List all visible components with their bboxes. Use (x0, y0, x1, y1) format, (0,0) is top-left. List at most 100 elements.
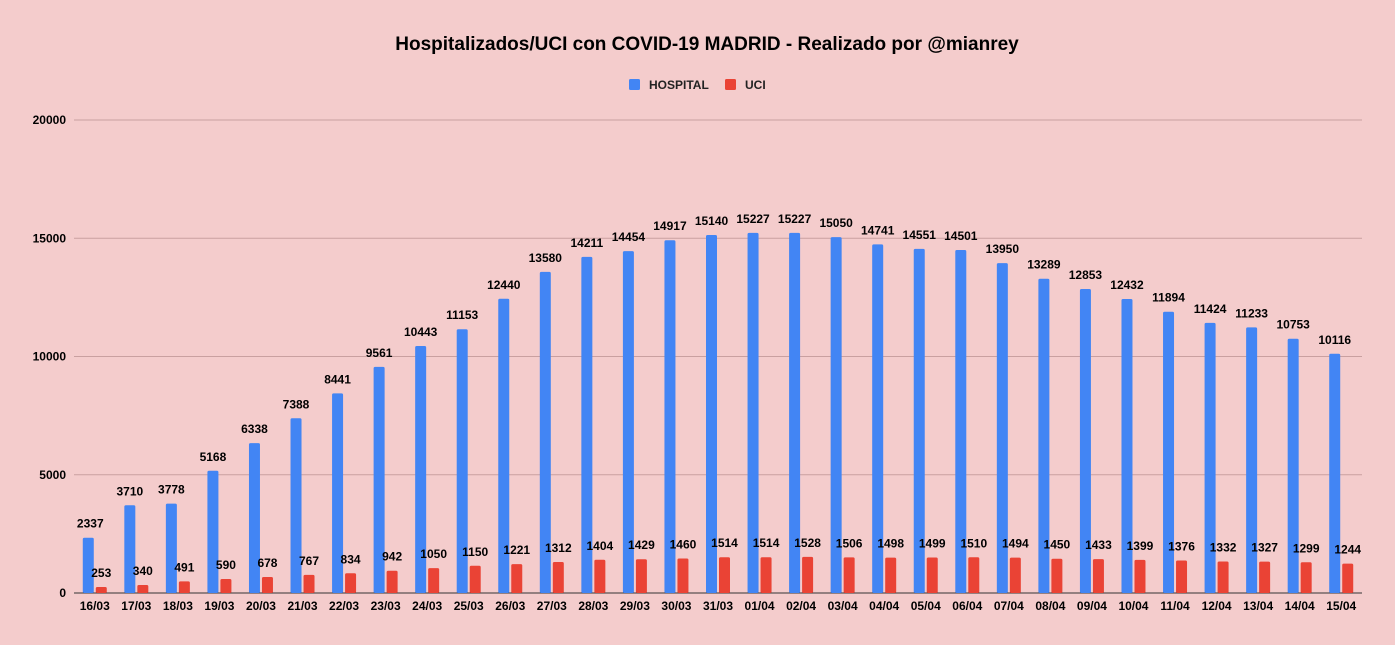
bar-hospital (913, 248, 925, 594)
bar-hospital (207, 470, 219, 593)
data-label-uci: 834 (341, 552, 361, 566)
bar-hospital (955, 250, 967, 594)
bar-uci (386, 570, 398, 593)
bar-uci (552, 561, 564, 593)
bar-uci (760, 557, 772, 593)
x-tick-label: 27/03 (537, 599, 567, 613)
data-labels: 2337 253 3710 340 3778 491 5168 590 6338 678 7388 7… (77, 212, 1361, 580)
chart-title: Hospitalizados/UCI con COVID-19 MADRID -… (395, 34, 1019, 55)
data-label-hospital: 11424 (1194, 302, 1227, 316)
x-tick-label: 28/03 (578, 599, 608, 613)
data-label-hospital: 14741 (861, 223, 895, 237)
data-label-uci: 1244 (1334, 543, 1361, 557)
data-label-hospital: 7388 (283, 397, 310, 411)
x-tick-label: 25/03 (454, 599, 484, 613)
y-tick-label: 0 (59, 586, 66, 600)
data-label-hospital: 11894 (1152, 291, 1185, 305)
data-label-hospital: 11233 (1235, 306, 1268, 320)
bar-hospital (1079, 289, 1091, 593)
bar-hospital (1246, 327, 1258, 593)
data-label-hospital: 15050 (819, 216, 853, 230)
x-tick-label: 05/04 (911, 599, 941, 613)
bar-uci (1134, 559, 1146, 593)
data-label-uci: 590 (216, 558, 236, 572)
bar-hospital (1038, 278, 1050, 593)
data-label-hospital: 14454 (612, 230, 646, 244)
bar-hospital (1204, 322, 1216, 593)
data-label-uci: 1327 (1251, 541, 1278, 555)
x-tick-label: 11/04 (1160, 599, 1190, 613)
legend-label-hospital: HOSPITAL (649, 78, 709, 92)
bar-hospital (82, 537, 94, 593)
legend: HOSPITAL UCI (629, 78, 766, 92)
bar-uci (677, 558, 689, 593)
bar-hospital (332, 393, 344, 593)
bar-uci (1300, 562, 1312, 593)
bar-uci (469, 565, 481, 593)
bar-uci (1051, 558, 1063, 593)
gridlines (74, 119, 1362, 594)
bar-uci (968, 557, 980, 593)
data-label-uci: 1429 (628, 538, 655, 552)
bar-hospital (830, 237, 842, 593)
x-tick-label: 07/04 (994, 599, 1024, 613)
bar-uci (1092, 559, 1104, 593)
x-tick-label: 29/03 (620, 599, 650, 613)
data-label-uci: 1514 (753, 536, 780, 550)
data-label-hospital: 3778 (158, 483, 185, 497)
bar-hospital (248, 443, 260, 593)
data-label-hospital: 14501 (944, 229, 978, 243)
x-tick-label: 17/03 (121, 599, 151, 613)
bar-uci (1259, 561, 1271, 593)
bar-uci (1342, 563, 1354, 593)
bar-hospital (415, 346, 427, 593)
x-tick-label: 30/03 (661, 599, 691, 613)
data-label-hospital: 2337 (77, 517, 104, 531)
bar-uci (95, 587, 107, 593)
x-tick-label: 12/04 (1202, 599, 1232, 613)
x-tick-label: 22/03 (329, 599, 359, 613)
data-label-hospital: 3710 (116, 484, 143, 498)
bar-hospital (706, 234, 717, 593)
data-label-hospital: 10753 (1276, 318, 1310, 332)
data-label-uci: 1514 (711, 536, 738, 550)
bar-uci (428, 568, 440, 593)
legend-label-uci: UCI (745, 78, 766, 92)
data-label-uci: 1460 (670, 537, 697, 551)
bar-hospital (456, 329, 468, 593)
x-tick-label: 13/04 (1243, 599, 1273, 613)
y-tick-label: 10000 (33, 350, 67, 364)
x-tick-label: 10/04 (1118, 599, 1148, 613)
bar-uci (1217, 561, 1229, 593)
data-label-hospital: 13950 (986, 242, 1020, 256)
data-label-uci: 1510 (960, 536, 987, 550)
bar-uci (178, 581, 190, 593)
bar-hospital (165, 503, 177, 593)
x-tick-label: 08/04 (1035, 599, 1065, 613)
data-label-hospital: 14551 (903, 228, 937, 242)
bar-uci (220, 579, 232, 593)
data-label-uci: 1433 (1085, 538, 1112, 552)
bar-uci (261, 576, 273, 593)
data-label-hospital: 12432 (1110, 278, 1144, 292)
bar-uci (511, 564, 523, 593)
data-label-hospital: 12440 (487, 278, 521, 292)
bar-hospital (664, 240, 676, 593)
data-label-hospital: 10116 (1318, 333, 1351, 347)
bar-uci (635, 559, 647, 593)
data-label-uci: 1221 (503, 543, 530, 557)
x-tick-label: 19/03 (204, 599, 234, 613)
data-label-uci: 1506 (836, 536, 863, 550)
data-label-uci: 1399 (1127, 539, 1154, 553)
data-label-uci: 1404 (587, 539, 614, 553)
data-label-hospital: 5168 (200, 450, 227, 464)
x-tick-label: 15/04 (1326, 599, 1356, 613)
data-label-hospital: 15140 (695, 214, 729, 228)
y-tick-label: 5000 (39, 468, 66, 482)
bar-hospital (789, 232, 801, 593)
bar-hospital (1163, 311, 1175, 593)
data-label-hospital: 10443 (404, 325, 438, 339)
x-tick-label: 09/04 (1077, 599, 1107, 613)
x-tick-label: 24/03 (412, 599, 442, 613)
bar-hospital (996, 263, 1008, 593)
